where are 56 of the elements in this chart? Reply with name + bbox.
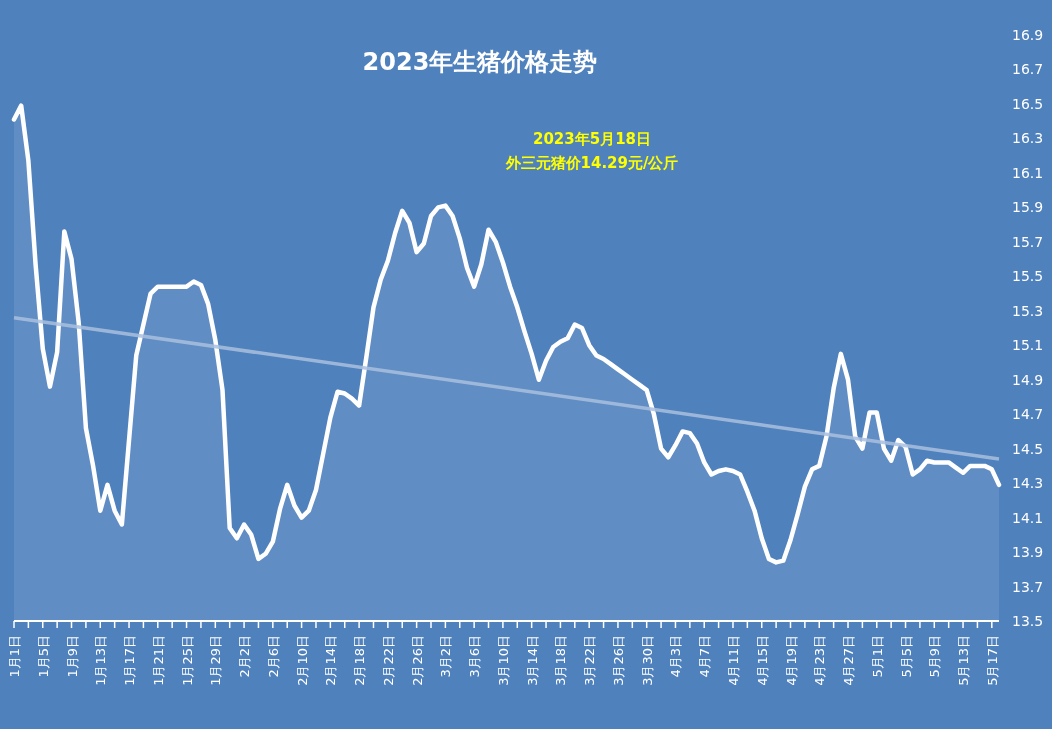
x-tick-label: 1月25日 xyxy=(179,635,195,686)
x-tick-label: 3月22日 xyxy=(582,635,598,686)
y-tick-label: 14.5 xyxy=(1012,440,1044,457)
x-tick-label: 2月6日 xyxy=(265,635,281,678)
y-tick-label: 13.9 xyxy=(1012,544,1044,561)
annotation: 2023年5月18日 xyxy=(532,130,652,148)
x-tick-label: 5月5日 xyxy=(898,635,914,678)
x-tick-label: 2月2日 xyxy=(237,635,253,678)
x-tick-label: 1月1日 xyxy=(7,635,22,678)
y-tick-label: 13.7 xyxy=(1012,578,1044,595)
y-tick-label: 15.7 xyxy=(1012,233,1044,250)
y-tick-label: 15.9 xyxy=(1012,199,1044,216)
x-tick-label: 3月10日 xyxy=(495,635,511,686)
x-tick-label: 3月2日 xyxy=(438,635,454,678)
x-tick-label: 4月11日 xyxy=(725,635,741,686)
x-tick-label: 1月29日 xyxy=(208,635,224,686)
x-tick-label: 3月14日 xyxy=(524,635,540,686)
x-tick-label: 5月9日 xyxy=(927,635,943,678)
x-tick-label: 3月18日 xyxy=(553,635,569,686)
x-tick-label: 4月15日 xyxy=(754,635,770,686)
x-tick-label: 4月23日 xyxy=(812,635,828,686)
y-tick-label: 13.5 xyxy=(1012,613,1044,629)
y-tick-label: 15.3 xyxy=(1012,302,1044,319)
x-tick-label: 5月13日 xyxy=(956,635,972,686)
y-tick-label: 16.5 xyxy=(1012,95,1044,112)
x-tick-label: 1月5日 xyxy=(35,635,51,678)
x-tick-label: 4月27日 xyxy=(841,635,857,686)
x-tick-label: 2月18日 xyxy=(352,635,368,686)
y-tick-label: 16.7 xyxy=(1012,61,1044,78)
x-tick-label: 1月9日 xyxy=(64,635,80,678)
x-tick-label: 3月30日 xyxy=(639,635,655,686)
y-tick-label: 16.1 xyxy=(1012,164,1044,181)
x-tick-label: 4月7日 xyxy=(697,635,713,678)
x-tick-label: 1月13日 xyxy=(93,635,109,686)
x-tick-label: 5月1日 xyxy=(869,635,885,678)
y-tick-label: 14.3 xyxy=(1012,475,1044,492)
x-tick-label: 2月26日 xyxy=(409,635,425,686)
y-tick-label: 16.9 xyxy=(1012,27,1044,43)
y-tick-label: 15.5 xyxy=(1012,268,1044,285)
x-tick-label: 4月3日 xyxy=(668,635,684,678)
y-tick-label: 14.7 xyxy=(1012,406,1044,423)
y-tick-label: 14.9 xyxy=(1012,371,1044,388)
x-tick-label: 4月19日 xyxy=(783,635,799,686)
x-tick-label: 5月17日 xyxy=(984,635,1000,686)
x-tick-label: 1月21日 xyxy=(150,635,166,686)
x-tick-label: 3月6日 xyxy=(467,635,483,678)
annotation: 外三元猪价14.29元/公斤 xyxy=(504,154,679,172)
y-tick-label: 16.3 xyxy=(1012,130,1044,147)
y-tick-label: 14.1 xyxy=(1012,509,1044,526)
x-tick-label: 3月26日 xyxy=(610,635,626,686)
text: 2023年生猪价格走势 xyxy=(362,48,598,76)
x-tick-label: 2月22日 xyxy=(380,635,396,686)
x-tick-label: 1月17日 xyxy=(122,635,138,686)
y-tick-label: 15.1 xyxy=(1012,337,1044,354)
x-tick-label: 2月10日 xyxy=(294,635,310,686)
x-tick-label: 2月14日 xyxy=(323,635,339,686)
